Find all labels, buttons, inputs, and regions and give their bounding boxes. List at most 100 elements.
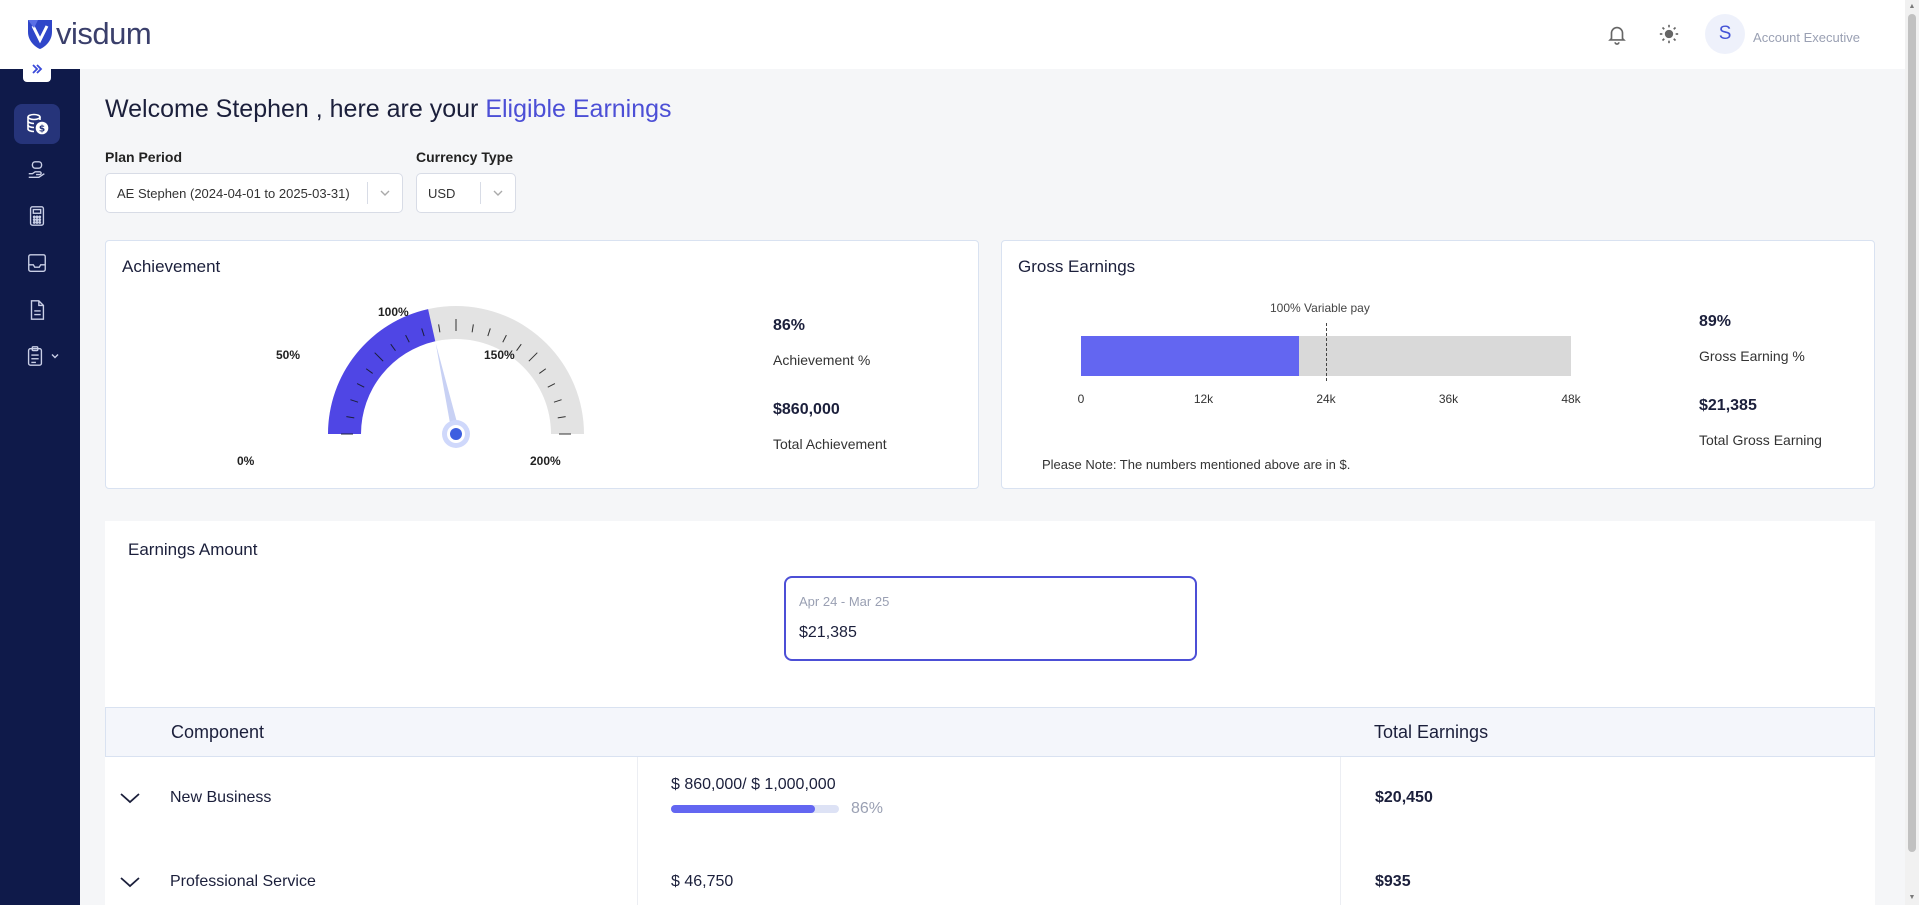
gauge-label-50: 50% xyxy=(276,348,301,362)
gauge-tick xyxy=(365,368,373,374)
gauge-label-100: 100% xyxy=(378,305,409,319)
bar-tick-12k: 12k xyxy=(1193,392,1214,406)
gauge-needle xyxy=(435,343,460,435)
period-value: $21,385 xyxy=(799,624,857,641)
currency-type-value: USD xyxy=(428,185,456,201)
gross-earnings-card: Gross Earnings 100% Variable pay 0 12k 2… xyxy=(1001,240,1875,489)
svg-text:$: $ xyxy=(39,125,45,135)
welcome-highlight: Eligible Earnings xyxy=(485,95,672,123)
bar-tick-24k: 24k xyxy=(1316,392,1336,406)
column-header-total-earnings: Total Earnings xyxy=(1374,722,1489,742)
theme-toggle-sun-icon[interactable] xyxy=(1649,14,1689,54)
chevron-down-icon[interactable] xyxy=(119,875,141,889)
column-header-component: Component xyxy=(171,722,265,742)
logo[interactable]: visdum xyxy=(26,14,152,54)
component-name: Professional Service xyxy=(170,873,316,890)
achievement-percent-label: Achievement % xyxy=(773,352,871,368)
gauge-label-200: 200% xyxy=(530,454,561,468)
gauge-pivot xyxy=(450,428,462,440)
gauge-tick xyxy=(421,328,425,337)
coins-dollar-icon: $ xyxy=(27,113,49,135)
gauge-tick xyxy=(539,368,547,374)
sidebar-item-calculator[interactable] xyxy=(14,196,60,236)
gross-earning-percent-label: Gross Earning % xyxy=(1699,348,1805,364)
currency-note: Please Note: The numbers mentioned above… xyxy=(1042,457,1351,472)
header-actions: S Account Executive xyxy=(1597,14,1860,54)
scroll-thumb[interactable] xyxy=(1908,14,1916,852)
column-divider xyxy=(637,841,638,905)
sidebar-item-inbox[interactable] xyxy=(14,243,60,283)
chevron-down-icon xyxy=(51,354,59,359)
gross-earning-percent: 89% xyxy=(1699,313,1732,330)
plan-period-select[interactable]: AE Stephen (2024-04-01 to 2025-03-31) xyxy=(105,173,403,213)
component-name: New Business xyxy=(170,789,272,806)
bar-tick-36k: 36k xyxy=(1438,392,1459,406)
gauge-tick xyxy=(547,383,556,388)
gauge-label-150: 150% xyxy=(484,348,515,362)
component-total: $935 xyxy=(1375,873,1411,890)
bar-tick-0: 0 xyxy=(1077,392,1085,406)
gauge-tick xyxy=(553,399,562,403)
gauge-tick xyxy=(390,343,396,351)
table-row-new-business: New Business $ 860,000/ $ 1,000,000 86% … xyxy=(105,757,1875,841)
gauge-tick xyxy=(350,399,359,403)
variable-pay-marker-line xyxy=(1326,323,1327,381)
achievement-percent: 86% xyxy=(773,317,806,334)
select-separator xyxy=(367,182,368,204)
period-label: Apr 24 - Mar 25 xyxy=(799,594,890,609)
gauge-tick xyxy=(471,324,474,333)
chevron-down-icon xyxy=(368,187,402,199)
achievement-total-label: Total Achievement xyxy=(773,436,887,452)
gross-earning-total-label: Total Gross Earning xyxy=(1699,432,1822,448)
sidebar-item-documents[interactable] xyxy=(14,290,60,330)
sidebar-expand-button[interactable] xyxy=(23,56,51,82)
scroll-down-icon[interactable]: ▼ xyxy=(1908,894,1916,901)
sidebar-item-payouts[interactable] xyxy=(14,150,60,190)
progress-fill xyxy=(671,805,816,813)
column-divider xyxy=(1340,841,1341,905)
gross-earning-total: $21,385 xyxy=(1699,397,1757,414)
achievement-card: Achievement 0% 50% 100% 150% 200% 86% Ac… xyxy=(105,240,979,489)
progress-percent: 86% xyxy=(851,800,884,817)
gauge-tick xyxy=(438,324,441,333)
calculator-icon xyxy=(29,206,45,226)
progress-track xyxy=(671,805,839,813)
component-amount: $ 860,000/ $ 1,000,000 xyxy=(671,776,836,793)
gauge-tick xyxy=(487,328,491,337)
gross-earnings-title: Gross Earnings xyxy=(1018,257,1136,276)
select-separator xyxy=(480,182,481,204)
gauge-tick xyxy=(374,352,384,362)
sidebar: $ xyxy=(0,69,80,905)
component-total: $20,450 xyxy=(1375,789,1433,806)
achievement-gauge xyxy=(328,306,584,448)
clipboard-icon xyxy=(27,346,43,366)
achievement-total: $860,000 xyxy=(773,401,840,418)
chevron-down-icon[interactable] xyxy=(119,791,141,805)
period-card[interactable]: Apr 24 - Mar 25 $21,385 xyxy=(784,576,1197,661)
earnings-amount-title: Earnings Amount xyxy=(128,540,258,559)
bar-tick-48k: 48k xyxy=(1561,392,1581,406)
gross-bar-fill xyxy=(1081,336,1300,376)
notification-bell-icon[interactable] xyxy=(1597,14,1637,54)
user-role: Account Executive xyxy=(1753,29,1860,45)
document-icon xyxy=(30,300,45,320)
page-scrollbar[interactable]: ▲ ▼ xyxy=(1905,0,1919,905)
currency-type-select[interactable]: USD xyxy=(416,173,516,213)
component-amount: $ 46,750 xyxy=(671,873,734,890)
avatar[interactable]: S xyxy=(1705,14,1746,54)
top-header: visdum S Account Executive xyxy=(0,0,1905,69)
scroll-up-icon[interactable]: ▲ xyxy=(1908,3,1916,10)
earnings-table-header: Component Total Earnings xyxy=(105,707,1875,757)
gauge-tick xyxy=(356,383,365,388)
sidebar-item-reports[interactable] xyxy=(14,336,70,376)
logo-shield-icon xyxy=(28,20,52,49)
table-row-professional-service: Professional Service $ 46,750 $935 xyxy=(105,841,1875,905)
sidebar-item-earnings[interactable]: $ xyxy=(14,104,60,144)
gauge-tick xyxy=(405,334,410,343)
welcome-prefix: Welcome Stephen , here are your xyxy=(105,95,486,123)
variable-pay-marker-label: 100% Variable pay xyxy=(1270,301,1370,315)
gauge-tick xyxy=(528,352,538,362)
column-divider xyxy=(637,757,638,841)
gauge-tick xyxy=(502,334,507,343)
inbox-tray-icon xyxy=(28,254,46,272)
